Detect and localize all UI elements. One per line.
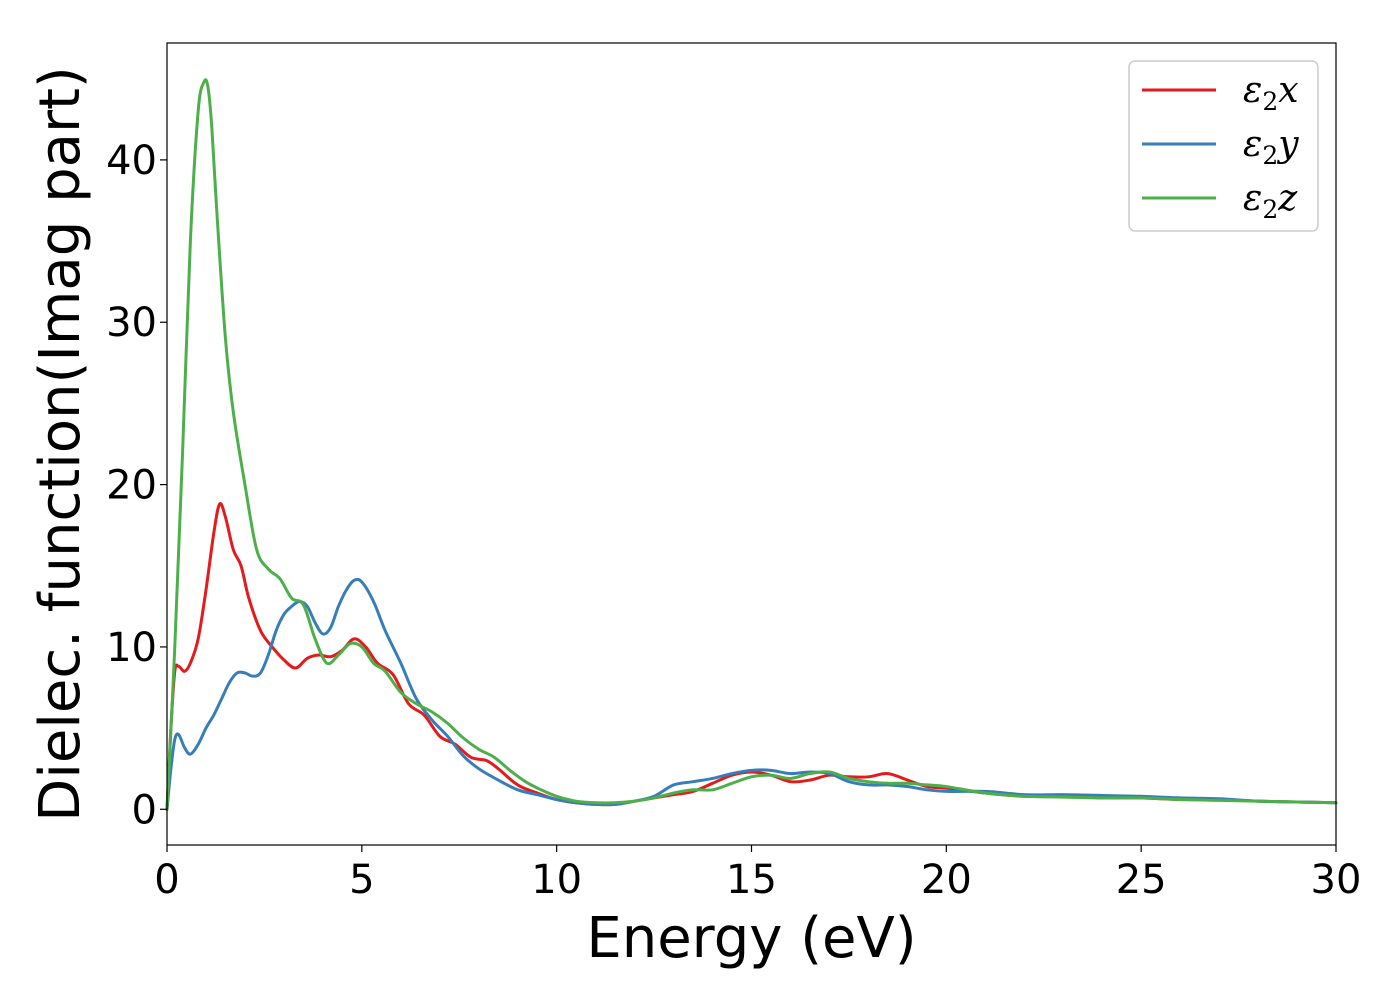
y-axis-label: Dielec. function(Imag part) bbox=[28, 66, 93, 822]
legend-box bbox=[1128, 60, 1319, 232]
x-tick-label: 15 bbox=[726, 857, 777, 903]
y-axis-ticks: 0 10 20 30 40 bbox=[106, 138, 167, 833]
x-tick-label: 30 bbox=[1311, 857, 1362, 903]
y-tick-label: 30 bbox=[106, 300, 157, 346]
y-tick-label: 40 bbox=[106, 138, 157, 184]
x-tick-label: 20 bbox=[921, 857, 972, 903]
x-tick-label: 25 bbox=[1116, 857, 1167, 903]
y-tick-label: 0 bbox=[132, 787, 157, 833]
series-line-y bbox=[165, 577, 1338, 811]
series-line-z bbox=[165, 78, 1338, 811]
legend-label-x: ε2x bbox=[1243, 70, 1299, 116]
x-axis-ticks: 0 5 10 15 20 25 30 bbox=[154, 845, 1361, 903]
x-tick-label: 0 bbox=[154, 857, 179, 903]
y-tick-label: 10 bbox=[106, 625, 157, 671]
legend: ε2x ε2y ε2z bbox=[1128, 60, 1319, 232]
y-tick-label: 20 bbox=[106, 463, 157, 509]
series-layer bbox=[165, 78, 1338, 811]
legend-label-y: ε2y bbox=[1243, 124, 1299, 170]
x-axis-label: Energy (eV) bbox=[586, 906, 916, 971]
series-line-x bbox=[165, 502, 1338, 811]
x-tick-label: 5 bbox=[349, 857, 374, 903]
x-tick-label: 10 bbox=[531, 857, 582, 903]
legend-label-z: ε2z bbox=[1243, 178, 1298, 224]
